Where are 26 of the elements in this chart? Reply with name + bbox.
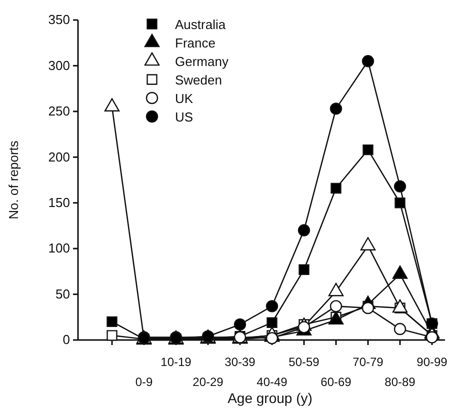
x-tick-label: 90-99	[416, 355, 448, 369]
legend-label: US	[175, 110, 194, 124]
y-tick-label: 250	[48, 104, 70, 119]
x-tick-label: 10-19	[160, 355, 192, 369]
y-tick-label: 350	[48, 12, 70, 28]
y-tick-label: 100	[48, 240, 70, 256]
y-axis-title: No. of reports	[6, 140, 21, 220]
y-tick-label: 50	[56, 286, 70, 302]
x-axis-title: Age group (y)	[228, 390, 312, 406]
y-tick-label: 0	[62, 332, 70, 348]
y-tick-label: 300	[48, 58, 70, 73]
x-tick-label: 20-29	[192, 375, 224, 389]
x-tick-label: 80-89	[384, 375, 416, 389]
x-tick-label: 40-49	[256, 375, 288, 389]
y-tick-label: 200	[48, 149, 70, 164]
x-tick-label: 50-59	[288, 355, 320, 369]
legend-label: Sweden	[175, 72, 222, 88]
x-tick-label: 30-39	[224, 355, 256, 369]
legend-label: France	[175, 36, 216, 50]
legend-label: UK	[175, 91, 194, 106]
legend-label: Germany	[175, 54, 229, 69]
x-tick-label: 0-9	[135, 375, 153, 389]
x-tick-label: 70-79	[352, 355, 384, 369]
x-tick-label: 60-69	[320, 375, 352, 389]
legend-label: Australia	[175, 17, 226, 32]
y-tick-label: 150	[48, 195, 70, 210]
